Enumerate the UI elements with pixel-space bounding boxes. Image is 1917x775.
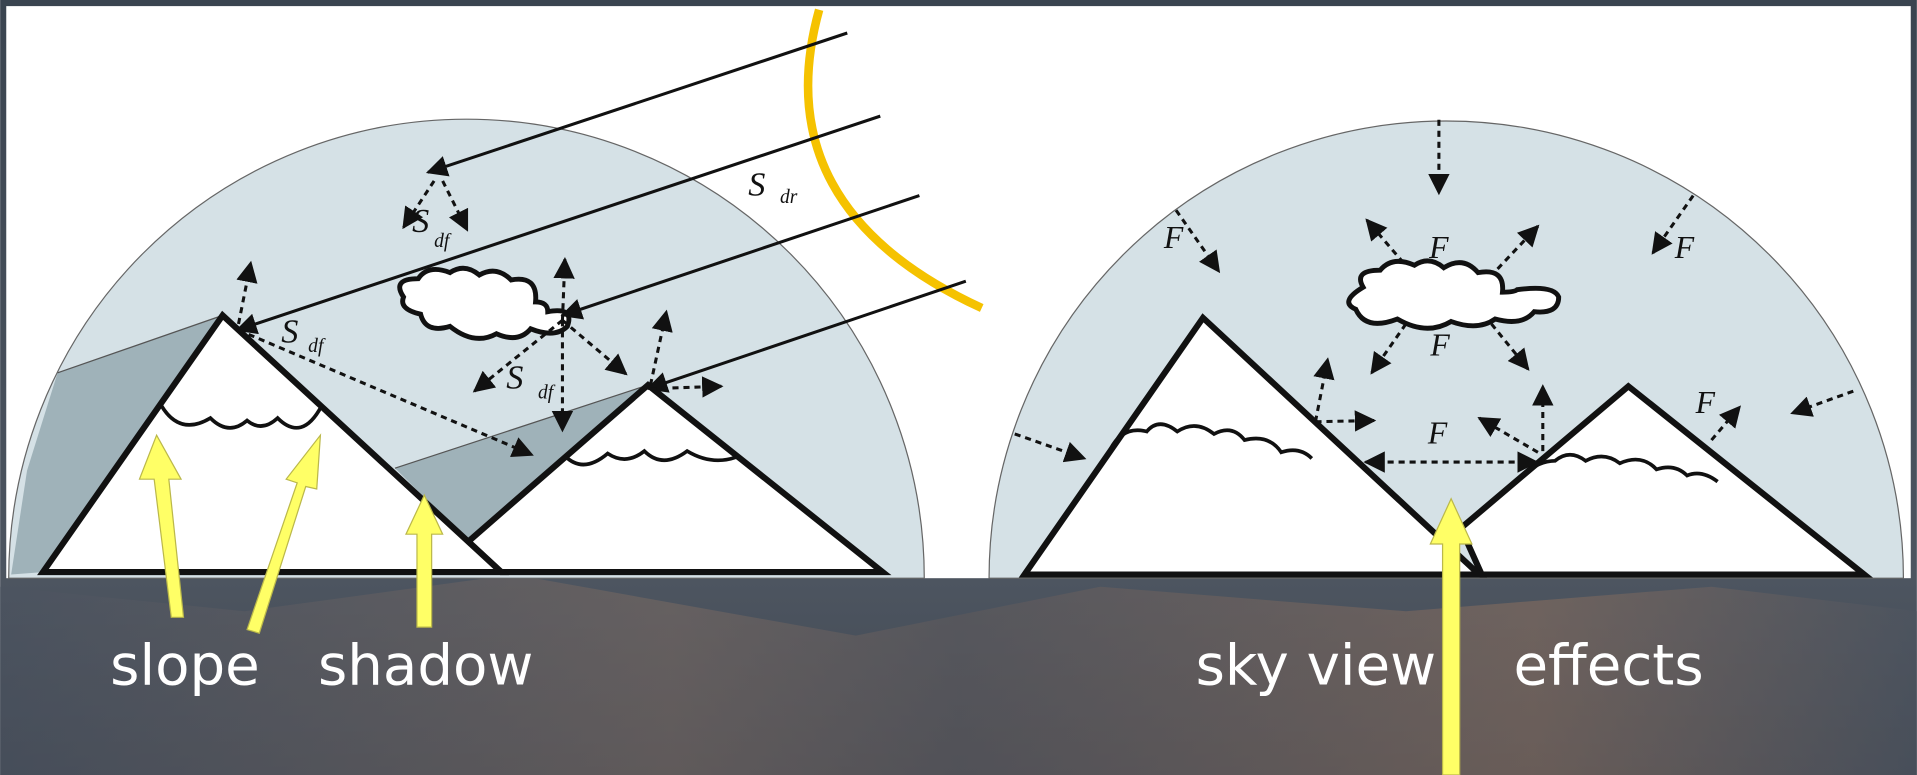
caption: effects [1513,634,1703,699]
symbol: S [412,203,429,240]
subscript: df [434,231,452,252]
label: F [1163,220,1184,255]
label: F [1674,230,1695,265]
subscript: dr [780,187,798,208]
symbol: S [281,313,298,350]
label: F [1695,385,1716,420]
caption: slope [110,634,260,699]
symbol: S [506,360,523,397]
page: Sdr Sdf Sdf Sdf F F F [0,0,1917,775]
subscript: df [308,336,326,357]
label: F [1427,416,1448,451]
label: F [1428,230,1449,265]
subscript: df [538,383,556,404]
symbol: S [748,167,765,204]
label: F [1429,328,1450,363]
diagram: Sdr Sdf Sdf Sdf F F F [0,0,1917,775]
caption: shadow [318,634,533,699]
caption: sky view [1196,634,1436,699]
